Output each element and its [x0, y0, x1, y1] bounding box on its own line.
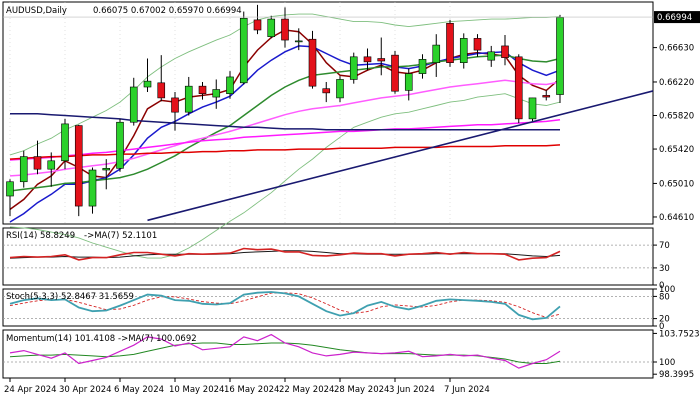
- indicator-line-6: [9, 118, 561, 161]
- rsi-label: RSI(14) 58.8249: [6, 231, 75, 241]
- candle-body-18: [253, 19, 262, 31]
- indicator-line-2: [9, 54, 561, 192]
- main-panel-frame: [2, 1, 654, 225]
- rsi-y-tick-1: 30: [659, 264, 670, 274]
- stoch-panel-frame: [2, 288, 654, 327]
- candle-body-37: [514, 56, 523, 120]
- momentum-panel: 103.7523 100 98.3995: [3, 329, 700, 380]
- main-y-tick-5: 0.64610: [659, 213, 694, 223]
- x-tick-label-5: 22 May 2024: [279, 385, 334, 395]
- candle-body-9: [129, 86, 138, 123]
- indicator-line-1: [9, 45, 561, 223]
- candle-body-23: [322, 88, 331, 94]
- candle-body-28: [391, 54, 399, 92]
- support-trendline: [147, 90, 654, 222]
- rsi-ma-label: ->MA(7) 52.1101: [84, 231, 157, 241]
- candle-body-22: [308, 38, 317, 87]
- candle-body-29: [404, 73, 413, 91]
- candle-body-32: [446, 22, 454, 63]
- candle-body-11: [157, 82, 166, 99]
- candle-body-12: [171, 97, 179, 113]
- candle-body-35: [487, 51, 496, 61]
- rsi-y-tick-0: 70: [659, 241, 670, 251]
- indicator-line-4: [9, 93, 561, 259]
- main-y-tick-0: 0.66630: [659, 44, 694, 54]
- candle-body-34: [473, 38, 482, 51]
- candle-body-30: [418, 59, 427, 74]
- indicator-line-5: [9, 79, 561, 177]
- candle-body-25: [349, 56, 358, 80]
- stoch-y-tick-1: 80: [659, 292, 670, 302]
- panel-frames: [2, 1, 654, 379]
- indicator-line-8: [9, 144, 561, 160]
- candle-body-5: [74, 125, 83, 207]
- x-tick-label-4: 16 May 2024: [224, 385, 279, 395]
- x-tick-label-0: 24 Apr 2024: [4, 385, 57, 395]
- trendline: [147, 90, 654, 222]
- candle-body-10: [143, 80, 152, 88]
- momentum-label: Momentum(14) 101.4108: [6, 334, 115, 344]
- candle-body-26: [363, 56, 372, 63]
- chart-header-symbol: AUDUSD,Daily: [6, 6, 67, 16]
- momentum-y-tick-1: 100: [659, 358, 675, 368]
- candle-body-24: [336, 79, 344, 99]
- candle-body-0: [6, 181, 14, 197]
- last-price-box: [654, 11, 700, 24]
- momentum-y-tick-2: 98.3995: [659, 370, 694, 380]
- candle-body-38: [528, 97, 537, 120]
- candle-body-14: [198, 85, 207, 95]
- candle-body-36: [501, 45, 509, 58]
- momentum-y-tick-0: 103.7523: [659, 329, 700, 339]
- stoch-y-tick-3: 0: [659, 322, 664, 332]
- x-tick-label-7: 3 Jun 2024: [389, 385, 435, 395]
- candle-body-31: [432, 44, 441, 63]
- candle-body-15: [212, 89, 221, 98]
- x-tick-label-8: 7 Jun 2024: [444, 385, 490, 395]
- candlesticks: [6, 4, 564, 217]
- main-y-tick-3: 0.65420: [659, 145, 694, 155]
- candle-body-40: [556, 17, 564, 95]
- main-y-tick-2: 0.65820: [659, 112, 694, 122]
- x-tick-label-6: 28 May 2024: [334, 385, 389, 395]
- rsi-panel: 70 30 0: [3, 241, 670, 291]
- stoch-y-tick-2: 20: [659, 315, 670, 325]
- x-tick-label-2: 6 May 2024: [114, 385, 164, 395]
- momentum-line: [9, 333, 561, 369]
- main-y-axis: 0.66630 0.66220 0.65820 0.65420 0.65010 0.646…: [3, 11, 700, 223]
- candle-body-17: [239, 17, 248, 84]
- chart-header-ohlc: 0.66075 0.67002 0.65970 0.66994: [93, 6, 242, 16]
- x-tick-label-1: 30 Apr 2024: [59, 385, 112, 395]
- mom-panel-frame: [2, 329, 654, 379]
- candle-body-13: [184, 85, 193, 113]
- candle-body-16: [226, 76, 234, 95]
- candle-body-6: [88, 169, 97, 207]
- candle-body-27: [377, 58, 386, 62]
- candle-body-20: [281, 18, 289, 41]
- candle-body-4: [61, 123, 69, 162]
- candle-body-39: [542, 95, 551, 98]
- stoch-y-tick-0: 100: [659, 285, 675, 295]
- candle-body-2: [33, 156, 42, 170]
- candle-body-33: [459, 38, 468, 63]
- candle-body-7: [102, 168, 111, 171]
- x-axis: 24 Apr 2024 30 Apr 2024 6 May 2024 10 May 2…: [4, 378, 490, 395]
- last-price-label: 0.66994: [657, 13, 692, 23]
- candle-body-21: [294, 40, 303, 43]
- momentum-ma-label: ->MA(7) 100.0692: [118, 334, 197, 344]
- rsi-line: [9, 247, 561, 261]
- indicator-line-7: [10, 113, 560, 131]
- candle-body-8: [116, 121, 124, 169]
- candle-body-1: [19, 156, 28, 183]
- main-y-tick-4: 0.65010: [659, 179, 694, 189]
- x-tick-label-3: 10 May 2024: [169, 385, 224, 395]
- main-y-tick-1: 0.66220: [659, 78, 694, 88]
- stoch-k-line: [9, 291, 561, 321]
- stoch-label: Stoch(5,3,3) 52.8467 31.5659: [6, 292, 134, 302]
- candle-body-3: [47, 160, 56, 170]
- rsi-y-tick-2: 0: [659, 281, 664, 291]
- candle-body-19: [267, 18, 276, 38]
- rsi-panel-frame: [2, 227, 654, 286]
